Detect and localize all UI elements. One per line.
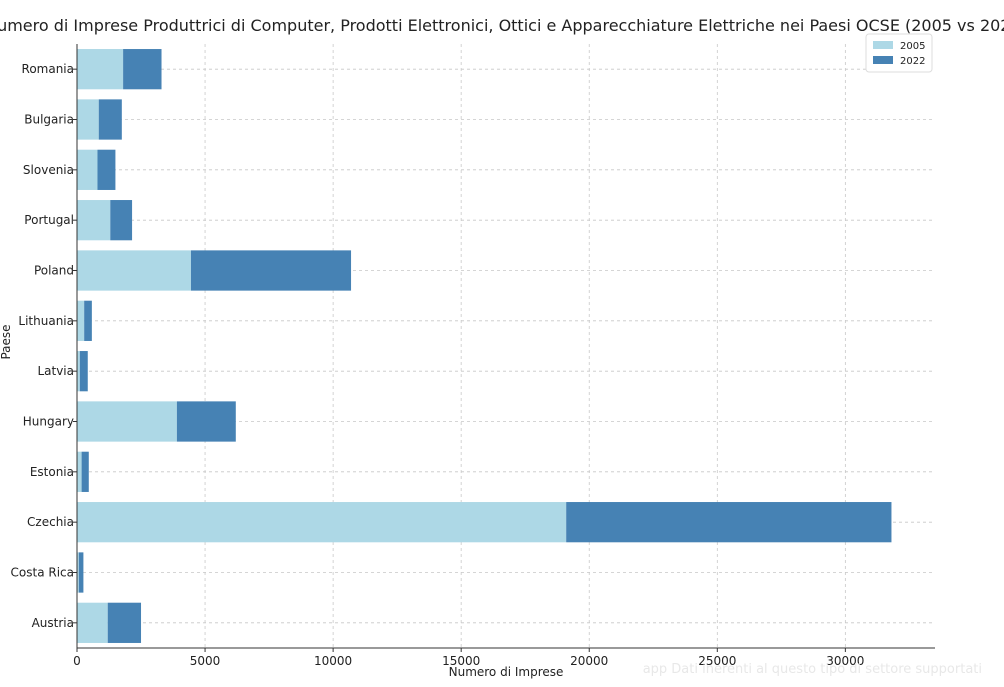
legend: 2005 2022	[865, 33, 933, 73]
y-tick-label: Hungary	[23, 415, 74, 429]
bar-2005-latvia	[77, 351, 80, 392]
bar-2022-estonia	[81, 451, 89, 492]
y-tick-label: Poland	[34, 264, 74, 278]
bar-2022-poland	[190, 250, 352, 291]
bar-2005-costa-rica	[77, 552, 79, 593]
legend-label-2005: 2005	[900, 41, 925, 52]
x-tick-label: 0	[73, 654, 81, 668]
x-tick-label: 20000	[570, 654, 608, 668]
bar-2005-slovenia	[77, 149, 98, 190]
bar-2005-hungary	[77, 401, 177, 442]
x-tick-label: 10000	[314, 654, 352, 668]
chart-title: Numero di Imprese Produttrici di Compute…	[0, 16, 1004, 35]
bar-2005-estonia	[77, 451, 82, 492]
x-tick-label: 15000	[442, 654, 480, 668]
bar-2022-bulgaria	[98, 99, 122, 140]
bar-2005-bulgaria	[77, 99, 99, 140]
y-tick-label: Estonia	[30, 465, 74, 479]
y-tick-label: Slovenia	[23, 163, 74, 177]
x-tick-label: 25000	[698, 654, 736, 668]
y-axis-label: Paese	[0, 324, 13, 359]
x-axis-label: Numero di Imprese	[449, 665, 564, 679]
bar-2022-lithuania	[84, 300, 92, 341]
legend-swatch-2005	[873, 41, 893, 49]
y-tick-label: Costa Rica	[11, 566, 74, 580]
y-tick-label: Portugal	[24, 213, 74, 227]
bar-2005-portugal	[77, 200, 111, 241]
y-tick-label: Latvia	[37, 364, 74, 378]
axes-layer: 0 5000 10000 15000 20000 25000 30000 Austria Cos…	[11, 44, 935, 668]
x-tick-label: 30000	[826, 654, 864, 668]
bar-2022-slovenia	[97, 149, 116, 190]
y-tick-label: Romania	[22, 62, 74, 76]
watermark-text: app Dati inerenti al questo tipo di sett…	[643, 662, 982, 677]
bar-2005-romania	[77, 49, 124, 90]
grid-layer	[76, 44, 935, 648]
legend-label-2022: 2022	[900, 56, 925, 67]
bar-2005-austria	[77, 602, 108, 643]
y-tick-label: Czechia	[27, 515, 74, 529]
bar-2005-poland	[77, 250, 191, 291]
y-tick-label: Lithuania	[18, 314, 74, 328]
bar-2022-romania	[123, 49, 162, 90]
y-tick-label: Austria	[32, 616, 74, 630]
bar-2005-lithuania	[77, 300, 85, 341]
bar-2022-portugal	[110, 200, 133, 241]
bar-2005-czechia	[77, 502, 567, 543]
bar-2022-costa-rica	[78, 552, 84, 593]
bar-2022-austria	[107, 602, 142, 643]
bar-2022-latvia	[79, 351, 88, 392]
x-tick-label: 5000	[190, 654, 221, 668]
bars-layer	[77, 49, 892, 643]
legend-swatch-2022	[873, 56, 893, 64]
bar-2022-czechia	[566, 502, 892, 543]
bar-2022-hungary	[176, 401, 236, 442]
y-tick-label: Bulgaria	[24, 113, 74, 127]
